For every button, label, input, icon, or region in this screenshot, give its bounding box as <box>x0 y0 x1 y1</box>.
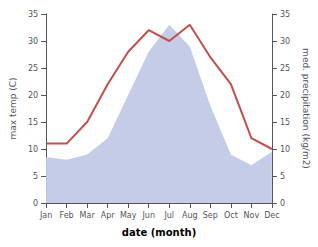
svg-text:Jun: Jun <box>141 211 155 220</box>
svg-text:15: 15 <box>280 118 290 127</box>
svg-text:Nov: Nov <box>244 211 260 220</box>
svg-text:0: 0 <box>280 199 285 208</box>
svg-text:30: 30 <box>28 37 38 46</box>
svg-text:Apr: Apr <box>101 211 116 220</box>
svg-text:30: 30 <box>280 37 290 46</box>
svg-text:Jan: Jan <box>39 211 52 220</box>
svg-text:35: 35 <box>28 10 38 19</box>
svg-text:0: 0 <box>33 199 38 208</box>
svg-text:max temp (C): max temp (C) <box>8 77 18 139</box>
svg-text:May: May <box>120 211 137 220</box>
svg-text:10: 10 <box>28 145 38 154</box>
svg-text:Jul: Jul <box>163 211 174 220</box>
svg-text:25: 25 <box>28 64 38 73</box>
svg-text:Feb: Feb <box>60 211 74 220</box>
svg-text:25: 25 <box>280 64 290 73</box>
svg-text:Mar: Mar <box>80 211 96 220</box>
svg-text:15: 15 <box>28 118 38 127</box>
svg-text:date (month): date (month) <box>122 227 196 238</box>
svg-text:Oct: Oct <box>224 211 238 220</box>
svg-text:Dec: Dec <box>264 211 279 220</box>
svg-text:20: 20 <box>28 91 38 100</box>
svg-text:5: 5 <box>280 172 285 181</box>
svg-text:Aug: Aug <box>182 211 198 220</box>
svg-text:med. precipitation (kg/m2): med. precipitation (kg/m2) <box>301 48 311 169</box>
svg-text:10: 10 <box>280 145 290 154</box>
svg-text:20: 20 <box>280 91 290 100</box>
svg-text:Sep: Sep <box>203 211 218 220</box>
svg-text:35: 35 <box>280 10 290 19</box>
svg-text:5: 5 <box>33 172 38 181</box>
